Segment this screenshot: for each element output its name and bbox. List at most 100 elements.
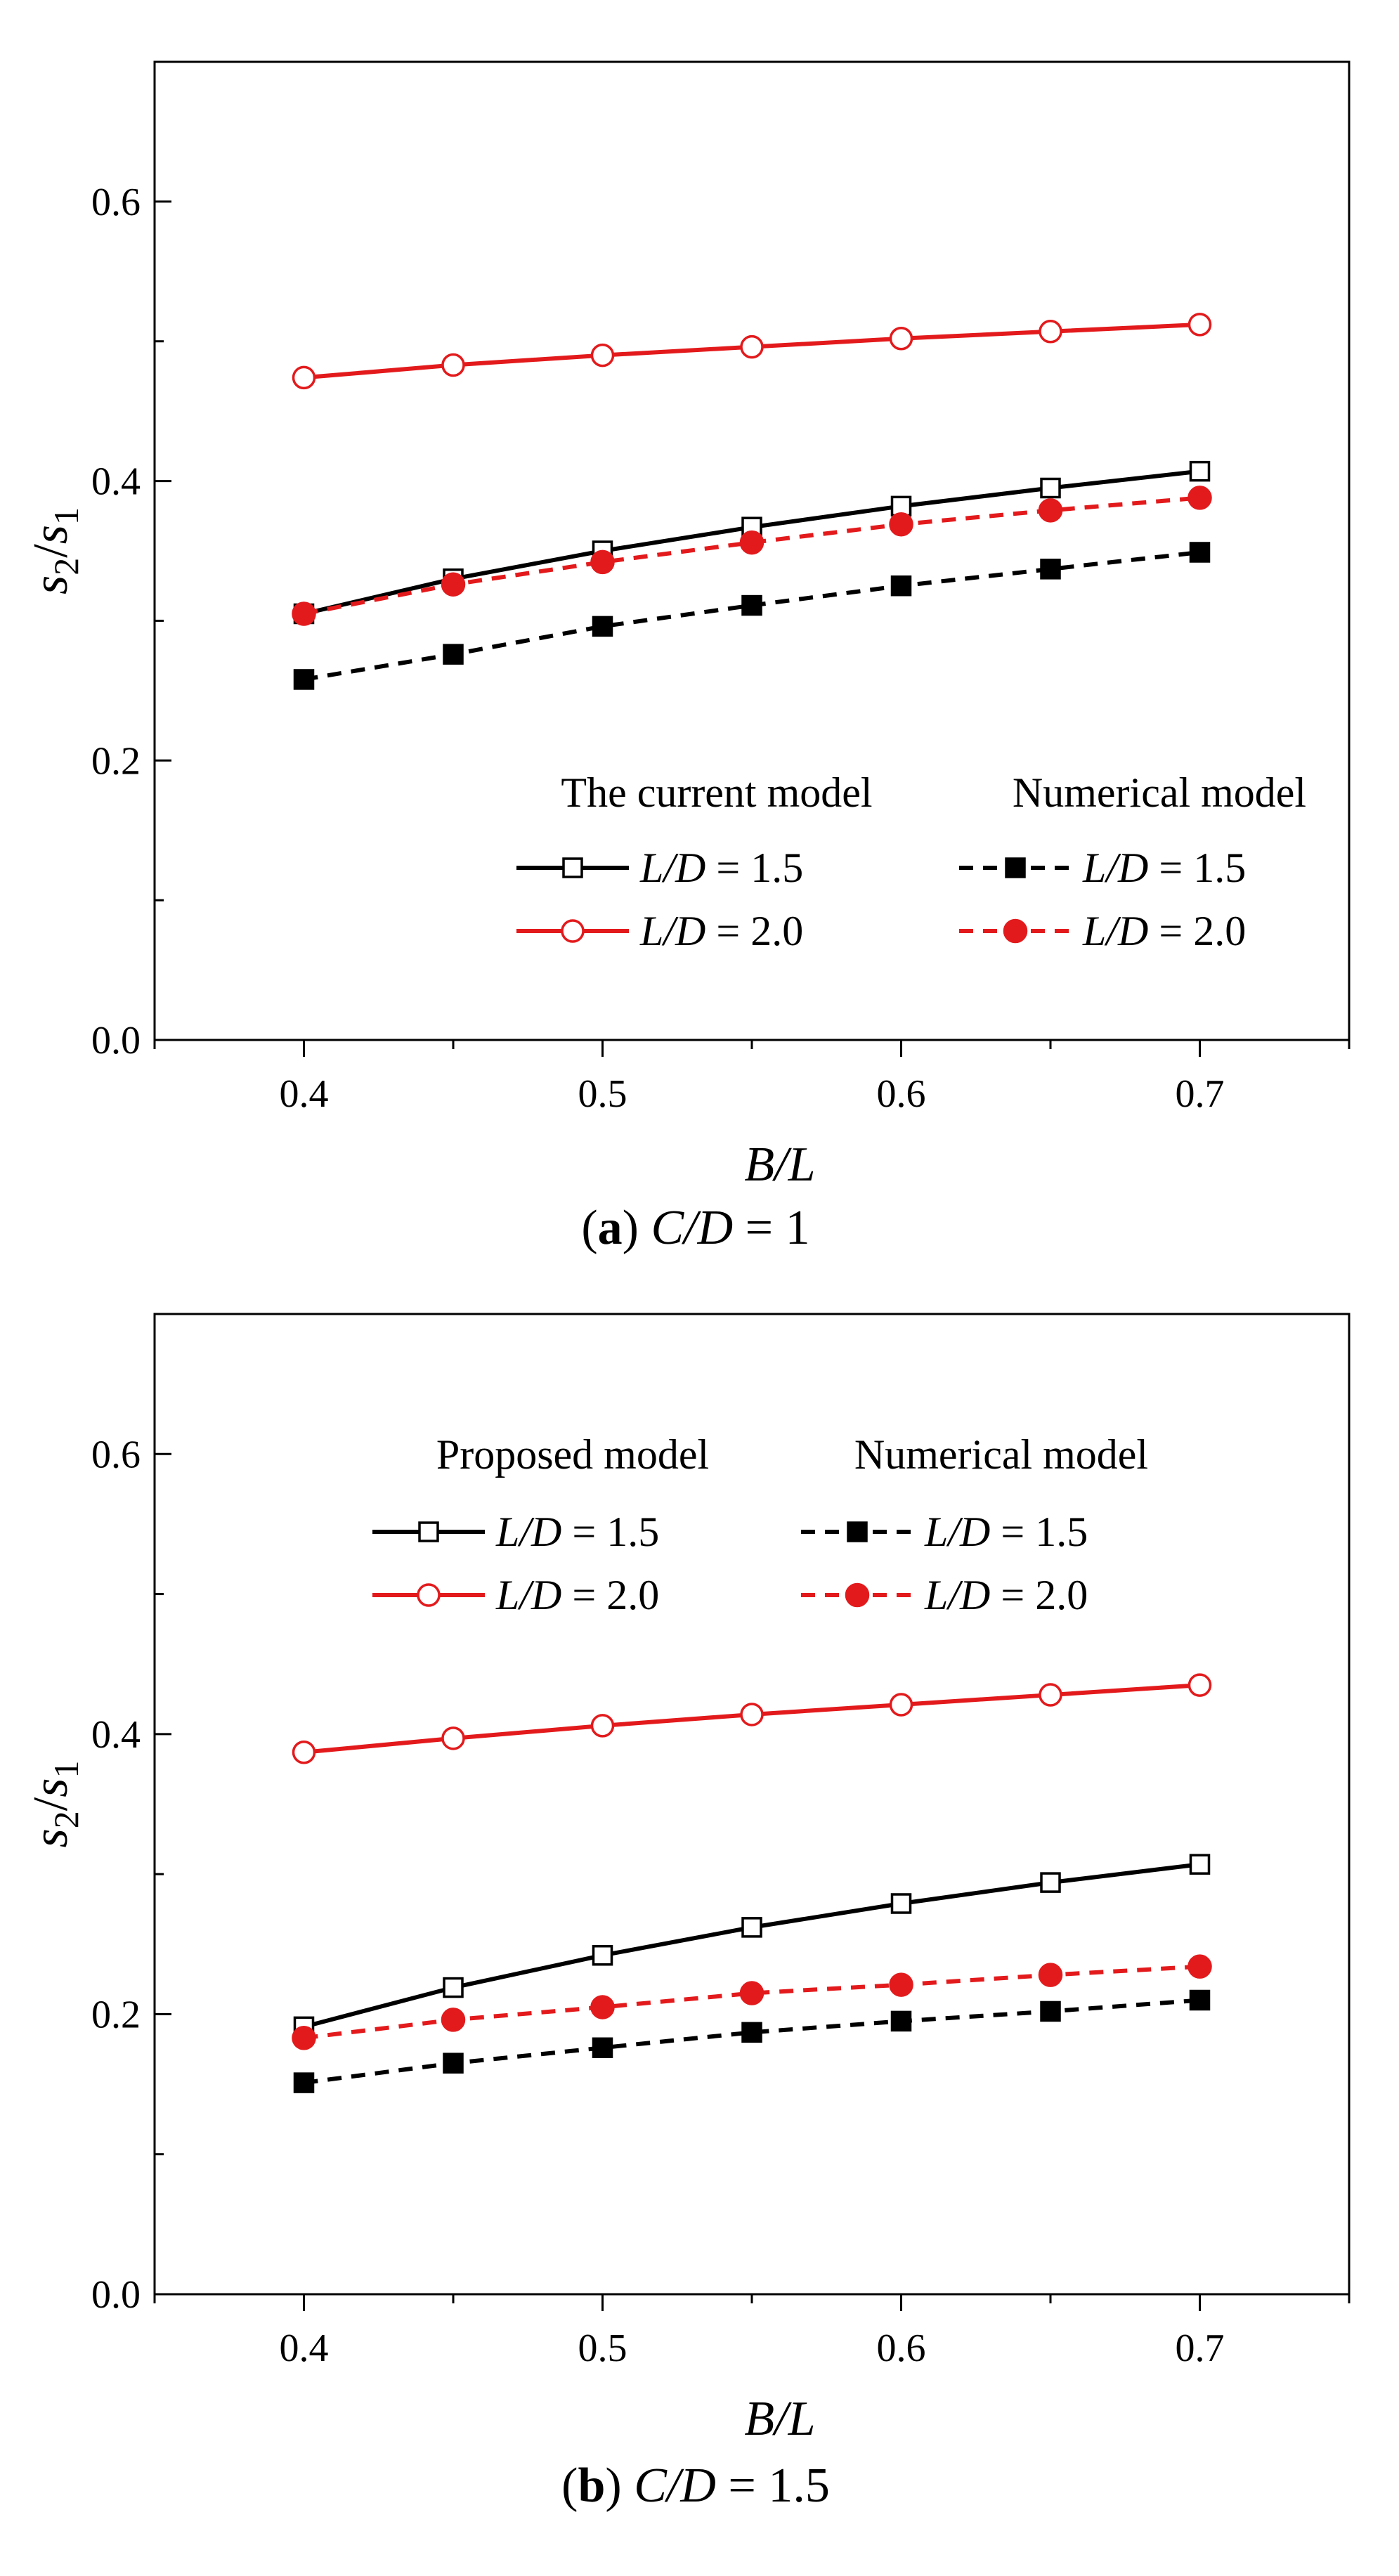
data-point [889,1972,913,1997]
x-tick-label-1: 0.5 [578,2327,627,2370]
legend-label-0: L/D = 1.5 [495,1509,659,1555]
series-2 [293,1989,1211,2093]
series-3 [292,486,1212,626]
x-tick-label-1: 0.5 [578,1072,627,1116]
y-tick-label-3: 0.6 [91,181,141,224]
panel-caption: (b) C/D = 1.5 [561,2459,830,2513]
legend-marker-3 [1003,918,1028,944]
data-point [590,1995,615,2019]
data-point [590,1714,615,1738]
y-tick-label-1: 0.2 [91,739,141,783]
x-tick-label-0: 0.4 [280,2327,329,2370]
data-point [293,2072,315,2093]
data-point [1040,1872,1061,1893]
data-point [1039,320,1062,344]
legend-label-1: L/D = 2.0 [639,908,803,954]
series-1 [292,313,1212,390]
legend-marker-2 [847,1521,868,1542]
x-tick-label-3: 0.7 [1176,2327,1225,2370]
data-point [1039,1683,1062,1707]
legend-label-3: L/D = 2.0 [1082,908,1246,954]
data-point [739,530,764,555]
legend-label-3: L/D = 2.0 [924,1572,1088,1618]
data-point [1187,313,1212,337]
y-tick-label-0: 0.0 [91,2273,141,2317]
legend-label-1: L/D = 2.0 [495,1572,659,1618]
data-point [889,326,913,351]
legend-marker-3 [845,1582,870,1608]
data-point [590,549,615,575]
legend-group-title-0: Proposed model [436,1431,709,1478]
y-tick-label-1: 0.2 [91,1993,141,2036]
data-point [293,669,315,690]
data-point [1187,486,1212,510]
data-point [592,1944,613,1966]
y-axis-label: s2/s1 [24,507,86,594]
data-point [741,1917,762,1938]
data-point [441,2008,466,2032]
data-point [741,594,762,616]
data-point [1187,1673,1212,1697]
data-point [590,343,615,367]
data-point [592,616,613,637]
data-point [292,2026,316,2050]
data-point [441,1726,465,1750]
y-tick-label-2: 0.4 [91,460,141,504]
data-point [740,334,764,359]
data-point [741,2022,762,2043]
data-point [1038,498,1063,523]
legend-label-0: L/D = 1.5 [639,845,803,891]
data-point [1040,477,1061,499]
legend-marker-0 [418,1521,439,1542]
data-point [443,2053,464,2074]
x-axis-label: B/L [744,1138,815,1192]
data-point [292,1741,316,1764]
panel-caption: (a) C/D = 1 [581,1201,809,1255]
data-point [890,1893,912,1914]
series-2 [293,542,1211,690]
data-point [740,1703,764,1726]
data-point [1038,1963,1063,1987]
data-point [443,1977,464,1998]
series-line-2 [304,550,1200,682]
data-point [1189,1989,1211,2011]
series-1 [292,1673,1212,1764]
data-point [739,1981,764,2005]
legend-label-2: L/D = 1.5 [1082,845,1246,891]
y-axis-label: s2/s1 [24,1761,86,1848]
x-tick-label-2: 0.6 [877,1072,926,1116]
x-axis-label: B/L [744,2392,815,2446]
data-point [441,572,466,597]
data-point [292,601,316,626]
legend-marker-2 [1005,857,1026,878]
data-point [1040,559,1061,580]
data-point [292,365,316,390]
chart-panel-b: 0.0 0.2 0.4 0.6 0.4 0.5 0.6 0.7 B/L s2/s1 Proposed… [24,1313,1351,2513]
data-point [441,353,465,377]
legend-group-title-1: Numerical model [854,1431,1148,1478]
chart-panel-a: 0.0 0.2 0.4 0.6 0.4 0.5 0.6 0.7 B/L s2/s1 The curr… [24,60,1351,1255]
data-point [1040,2001,1061,2022]
data-point [890,575,912,597]
y-tick-label-3: 0.6 [91,1433,141,1476]
legend-marker-1 [417,1583,441,1607]
data-point [1189,1854,1211,1875]
legend-marker-0 [562,857,583,878]
plot-frame [153,1313,1351,2296]
x-tick-label-2: 0.6 [877,2327,926,2370]
data-point [1189,460,1211,482]
series-3 [292,1954,1212,2050]
legend-marker-1 [561,919,585,943]
data-point [890,2010,912,2032]
legend: Proposed model Numerical model L/D = 1.5 L/… [372,1431,1148,1618]
x-tick-label-0: 0.4 [280,1072,329,1116]
data-point [1187,1954,1212,1979]
legend-group-title-0: The current model [561,769,872,816]
data-point [1189,542,1211,563]
x-tick-label-3: 0.7 [1176,1072,1225,1116]
data-point [889,1693,913,1717]
data-point [592,2037,613,2059]
y-tick-label-2: 0.4 [91,1713,141,1757]
data-point [443,644,464,665]
